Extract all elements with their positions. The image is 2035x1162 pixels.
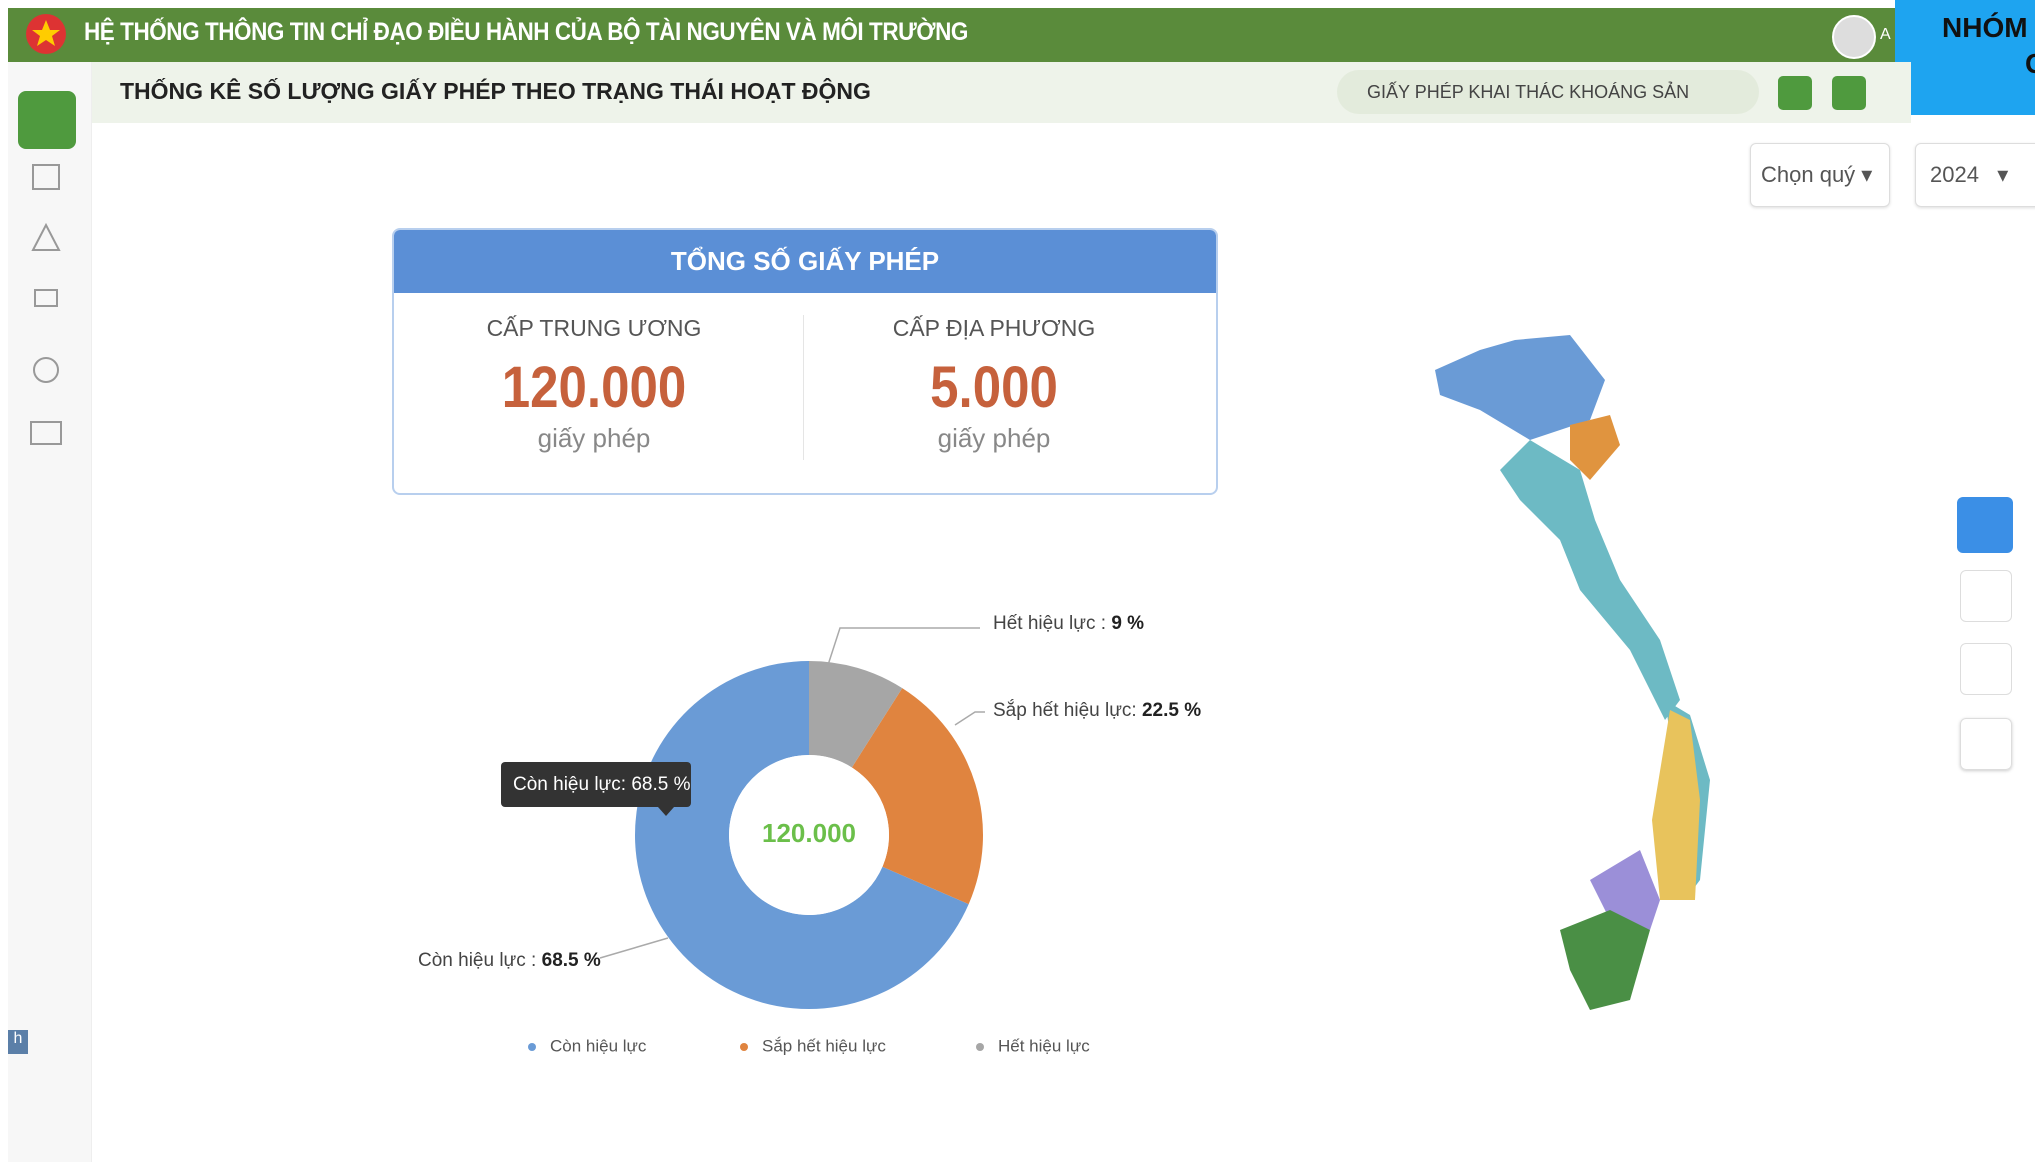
map-region[interactable]: [1560, 910, 1650, 1010]
legend-label: Hết hiệu lực: [998, 1036, 1090, 1055]
center-label: 120.000: [762, 818, 856, 848]
donut-slice: [851, 688, 984, 905]
user-name: A: [1880, 26, 1891, 43]
donut-slice: [809, 661, 903, 768]
map-tool[interactable]: [1957, 497, 2013, 553]
map-region[interactable]: [1570, 415, 1620, 480]
summary-item: CẤP ĐỊA PHƯƠNG 5.000 giấy phép: [794, 315, 1194, 454]
slice-label-name: Còn hiệu lực :: [418, 950, 536, 971]
legend-marker: [740, 1043, 748, 1051]
legend-label: Còn hiệu lực: [550, 1036, 647, 1055]
tooltip-box: [501, 762, 691, 807]
toolbar-title: THỐNG KÊ SỐ LƯỢNG GIẤY PHÉP THEO TRẠNG T…: [120, 78, 871, 104]
sidebar-icons: [30, 164, 62, 445]
item-label: CẤP TRUNG ƯƠNG: [486, 315, 702, 341]
card-title: TỔNG SỐ GIẤY PHÉP: [394, 230, 1216, 293]
slice-label-name: Sắp hết hiệu lực:: [993, 699, 1137, 721]
map-region[interactable]: [1435, 335, 1605, 440]
tooltip-text: Còn hiệu lực: 68.5 %: [513, 774, 691, 795]
slice-label: Sắp hết hiệu lực: 22.5 %: [993, 699, 1201, 721]
divider: [803, 315, 804, 460]
summary-item: CẤP TRUNG ƯƠNG 120.000 giấy phép: [394, 315, 794, 454]
filter-pill[interactable]: GIẤY PHÉP KHAI THÁC KHOÁNG SẢN: [1337, 70, 1759, 114]
sidebar: [8, 62, 92, 1162]
home-button[interactable]: [18, 91, 76, 149]
slice-label: Còn hiệu lực : 68.5 %: [418, 950, 601, 971]
icon[interactable]: [32, 164, 60, 190]
corner-line: C: [2025, 48, 2035, 80]
icon[interactable]: [33, 357, 59, 383]
item-unit: giấy phép: [537, 423, 651, 453]
donut-chart: 120.000 Còn hiệu lực : 68.5 % Sắp hết hiệu…: [418, 613, 1201, 1055]
tooltip-arrow: [658, 807, 674, 816]
header-title: HỆ THỐNG THÔNG TIN CHỈ ĐẠO ĐIỀU HÀNH CỦA…: [84, 18, 968, 46]
slice-value-label: 68.5 %: [542, 950, 601, 971]
select-text: Chọn quý: [1761, 162, 1856, 187]
legend-marker: [976, 1043, 984, 1051]
slice-value-label: 9 %: [1111, 613, 1144, 634]
item-value: 5.000: [930, 355, 1058, 420]
leader-line: [827, 627, 980, 666]
filter-button[interactable]: [1778, 76, 1812, 110]
emblem: [26, 14, 66, 54]
map-region[interactable]: [1500, 440, 1680, 720]
corner-line: NHÓM: [1942, 12, 2028, 43]
map-region[interactable]: [1590, 850, 1660, 930]
leader-line: [599, 937, 669, 959]
icon[interactable]: [34, 289, 58, 307]
map-region[interactable]: [1652, 710, 1700, 900]
icon[interactable]: [30, 421, 62, 445]
avatar[interactable]: [1832, 15, 1876, 59]
slice-value-label: 22.5 %: [1142, 700, 1201, 721]
corner-box: NHÓM C: [1895, 0, 2035, 115]
legend-marker: [528, 1043, 536, 1051]
history-button[interactable]: [1832, 76, 1866, 110]
map: [1435, 335, 1710, 1010]
summary-card: TỔNG SỐ GIẤY PHÉP CẤP TRUNG ƯƠNG 120.000 g…: [392, 228, 1218, 495]
map-tool[interactable]: [1960, 570, 2012, 622]
select-text: 2024: [1930, 162, 1979, 187]
quarter-select[interactable]: Chọn quý ▾: [1750, 143, 1890, 207]
slice-label: Hết hiệu lực : 9 %: [993, 613, 1144, 634]
header-bar: [8, 8, 1898, 62]
map-tool[interactable]: [1960, 643, 2012, 695]
legend-label: Sắp hết hiệu lực: [762, 1036, 886, 1055]
search-button[interactable]: [1960, 718, 2012, 770]
item-label: CẤP ĐỊA PHƯƠNG: [892, 315, 1096, 341]
item-unit: giấy phép: [937, 423, 1051, 453]
leader-line: [954, 711, 985, 726]
item-value: 120.000: [501, 355, 687, 420]
slice-label-name: Hết hiệu lực :: [993, 613, 1106, 634]
donut-hole: [729, 755, 889, 915]
sidebar-tab[interactable]: h: [8, 1030, 28, 1054]
year-select[interactable]: 2024 ▾: [1915, 143, 2035, 207]
icon[interactable]: [31, 222, 61, 251]
donut-slice: [635, 661, 969, 1010]
